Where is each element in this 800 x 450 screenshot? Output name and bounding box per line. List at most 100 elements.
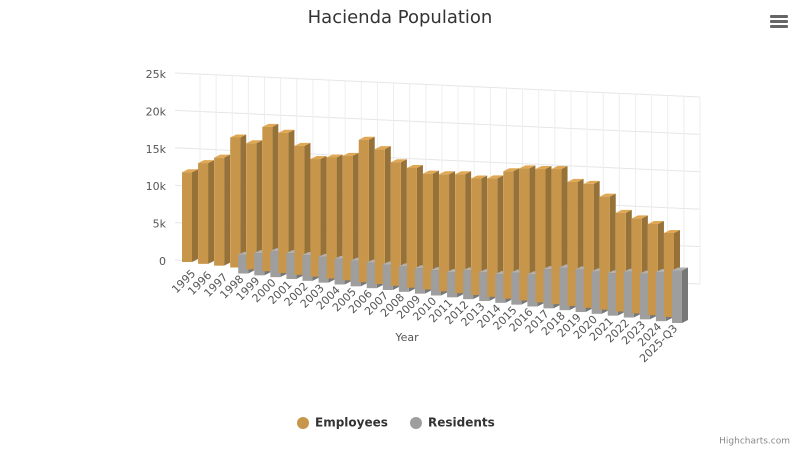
bar bbox=[214, 157, 225, 266]
credits: Highcharts.com bbox=[719, 437, 790, 447]
y-tick-label: 20k bbox=[146, 105, 167, 118]
bar bbox=[318, 256, 329, 283]
bar-top bbox=[390, 159, 407, 163]
bar-side bbox=[416, 164, 423, 288]
bar bbox=[655, 272, 666, 322]
menu-bar bbox=[770, 15, 788, 18]
bar bbox=[535, 169, 546, 303]
bar bbox=[302, 255, 313, 281]
grid-line bbox=[174, 109, 701, 135]
bar-top bbox=[278, 129, 295, 133]
bar bbox=[278, 132, 289, 273]
bar-side bbox=[513, 168, 520, 299]
menu-button[interactable] bbox=[770, 15, 788, 28]
y-tick-label: 15k bbox=[146, 143, 167, 156]
y-tick-label: 5k bbox=[153, 218, 167, 231]
bar-side bbox=[256, 140, 263, 270]
bar bbox=[431, 270, 441, 296]
bar-side bbox=[208, 160, 215, 264]
legend-marker bbox=[410, 417, 422, 429]
bar bbox=[254, 253, 265, 276]
bar-top bbox=[439, 171, 456, 175]
bar-top bbox=[599, 193, 616, 197]
legend-marker bbox=[297, 417, 309, 429]
bar bbox=[398, 266, 409, 292]
legend-label[interactable]: Residents bbox=[428, 416, 495, 430]
bar bbox=[575, 269, 586, 312]
bar bbox=[246, 143, 257, 270]
bar bbox=[479, 272, 490, 301]
bar-side bbox=[272, 123, 279, 272]
y-tick-label: 25k bbox=[146, 68, 167, 81]
bar bbox=[583, 183, 594, 308]
bar bbox=[406, 167, 417, 288]
bar bbox=[672, 270, 682, 323]
bar bbox=[639, 273, 650, 320]
bar bbox=[334, 258, 345, 285]
bar-top bbox=[631, 215, 648, 219]
bar bbox=[238, 254, 249, 274]
bar bbox=[519, 168, 530, 301]
bar bbox=[342, 155, 353, 281]
bar-top bbox=[551, 166, 568, 170]
bar bbox=[382, 264, 393, 290]
bar-top bbox=[230, 134, 247, 138]
bar bbox=[495, 274, 506, 303]
bar bbox=[374, 149, 385, 284]
bar bbox=[455, 174, 466, 294]
bar-top bbox=[310, 156, 327, 160]
bar bbox=[664, 233, 674, 317]
bar-top bbox=[326, 154, 343, 158]
bar-side bbox=[682, 267, 688, 323]
bar bbox=[591, 271, 602, 314]
bar-top bbox=[294, 142, 311, 146]
bar-top bbox=[358, 136, 375, 140]
bar-side bbox=[465, 171, 472, 294]
bar bbox=[615, 212, 626, 312]
bar bbox=[390, 162, 401, 286]
bar-side bbox=[449, 171, 456, 292]
bar-top bbox=[406, 164, 423, 168]
bar-top bbox=[182, 169, 198, 173]
bar bbox=[511, 272, 522, 305]
bar bbox=[350, 260, 361, 287]
bar-side bbox=[368, 136, 375, 283]
bar bbox=[607, 273, 618, 316]
bar-side bbox=[224, 154, 231, 266]
bar bbox=[270, 251, 281, 278]
grid-line bbox=[174, 72, 701, 98]
bar-top bbox=[246, 140, 263, 144]
bar bbox=[559, 267, 570, 311]
menu-bar bbox=[770, 25, 788, 28]
bar bbox=[286, 253, 297, 279]
x-axis-title: Year bbox=[394, 331, 419, 344]
bar bbox=[262, 126, 273, 272]
bar-top bbox=[567, 178, 584, 182]
bar-top bbox=[455, 171, 472, 175]
bar bbox=[447, 272, 458, 298]
bar-top bbox=[423, 170, 439, 174]
bar bbox=[198, 163, 209, 264]
bar bbox=[471, 178, 482, 295]
y-tick-label: 10k bbox=[146, 180, 167, 193]
bar-side bbox=[497, 175, 504, 297]
bar-side bbox=[336, 154, 343, 279]
bar-side bbox=[384, 146, 391, 284]
bar-top bbox=[262, 123, 279, 127]
bar bbox=[631, 218, 642, 314]
bar bbox=[230, 137, 241, 268]
bar bbox=[503, 171, 514, 299]
bar bbox=[358, 139, 369, 283]
bar bbox=[326, 157, 337, 279]
bar-top bbox=[615, 209, 632, 213]
bar bbox=[182, 172, 192, 262]
bar bbox=[647, 223, 658, 316]
bar bbox=[599, 196, 610, 310]
legend-label[interactable]: Employees bbox=[315, 416, 388, 430]
bar-top bbox=[214, 154, 231, 158]
bar bbox=[567, 181, 578, 306]
bar-side bbox=[529, 165, 536, 301]
bar bbox=[463, 270, 474, 300]
bar-side bbox=[352, 152, 359, 281]
